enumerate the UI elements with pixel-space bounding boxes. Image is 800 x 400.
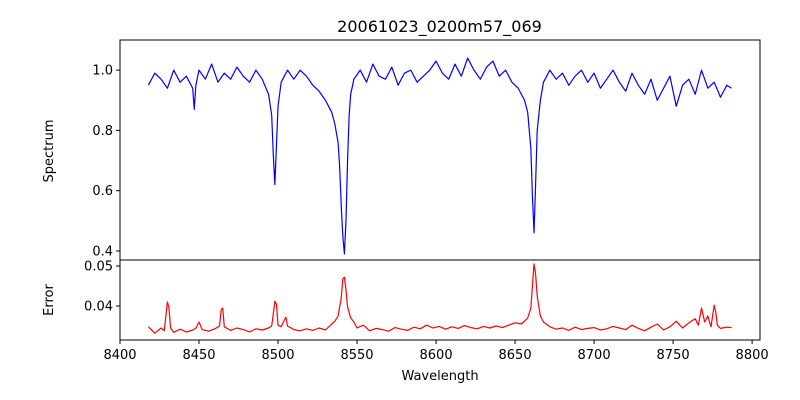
wavelength-x-tick-label: 8600 <box>420 348 453 363</box>
spectrum-y-ticks: 0.4 0.6 0.8 1.0 <box>92 64 120 259</box>
spectrum-y-tick-label: 1.0 <box>92 64 113 79</box>
spectrum-y-tick-label: 0.4 <box>92 244 113 259</box>
figure-title: 20061023_0200m57_069 <box>337 17 542 37</box>
spectrum-y-tick-label: 0.8 <box>92 124 113 139</box>
wavelength-x-tick-label: 8450 <box>182 348 215 363</box>
wavelength-x-tick-label: 8650 <box>499 348 532 363</box>
wavelength-x-axis-label: Wavelength <box>401 369 478 384</box>
error-y-ticks: 0.04 0.05 <box>84 260 120 315</box>
spectrum-y-tick-label: 0.6 <box>92 184 113 199</box>
spectrum-line <box>147 57 732 255</box>
wavelength-x-tick-label: 8700 <box>578 348 611 363</box>
wavelength-x-ticks: 8400 8450 8500 8550 8600 8650 8700 8750 8800 <box>103 340 769 363</box>
error-axes-frame <box>119 259 761 341</box>
wavelength-x-tick-label: 8750 <box>657 348 690 363</box>
spectrum-panel: 0.4 0.6 0.8 1.0 Spectrum <box>42 39 761 261</box>
wavelength-x-tick-label: 8800 <box>736 348 769 363</box>
error-panel: 0.04 0.05 8400 8450 8500 8550 8600 8650 8700 875… <box>42 259 769 384</box>
spectrum-axes-frame <box>119 39 761 261</box>
spectrum-y-axis-label: Spectrum <box>42 120 57 183</box>
wavelength-x-tick-label: 8550 <box>340 348 373 363</box>
error-y-tick-label: 0.04 <box>84 300 113 315</box>
wavelength-x-tick-label: 8400 <box>103 348 136 363</box>
wavelength-x-tick-label: 8500 <box>261 348 294 363</box>
error-y-axis-label: Error <box>42 284 57 316</box>
error-line <box>148 263 732 334</box>
error-y-tick-label: 0.05 <box>84 260 113 275</box>
